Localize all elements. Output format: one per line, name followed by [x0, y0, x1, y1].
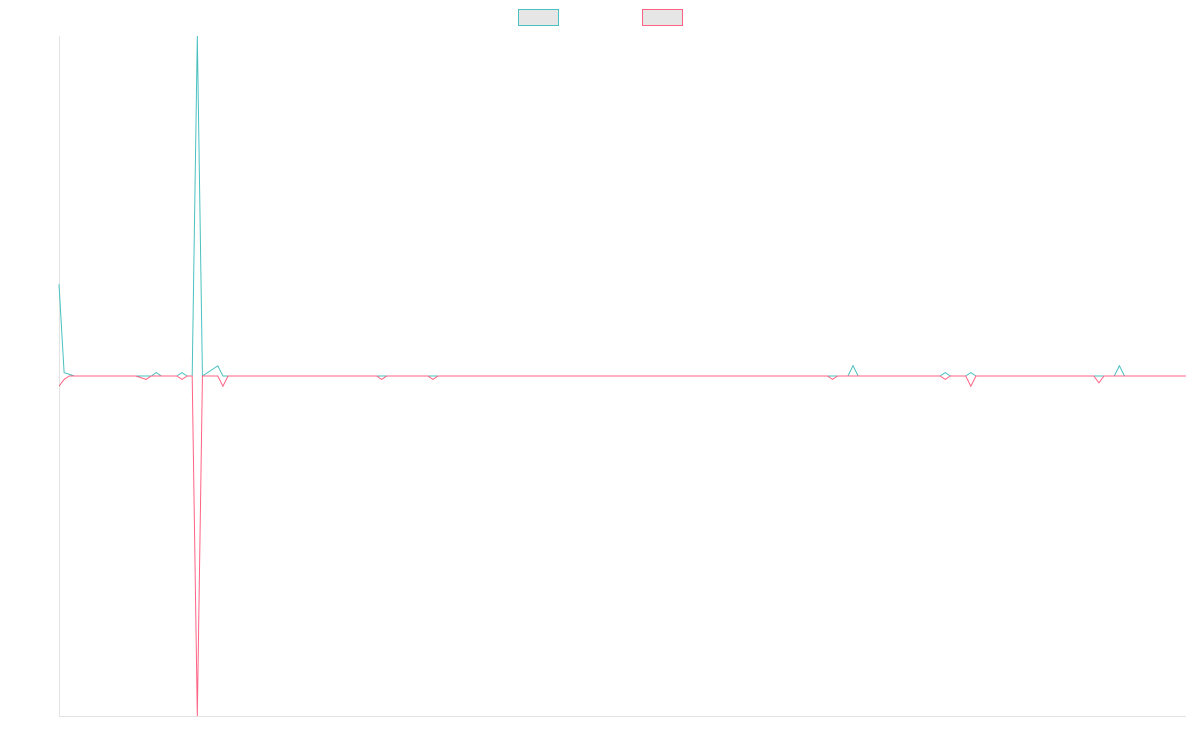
series-line-1 [58, 35, 1186, 377]
series-line-2 [58, 375, 1186, 717]
series-layer [58, 35, 1186, 717]
legend-swatch-1[interactable] [518, 9, 559, 26]
legend [518, 9, 683, 26]
legend-swatch-2[interactable] [642, 9, 683, 26]
